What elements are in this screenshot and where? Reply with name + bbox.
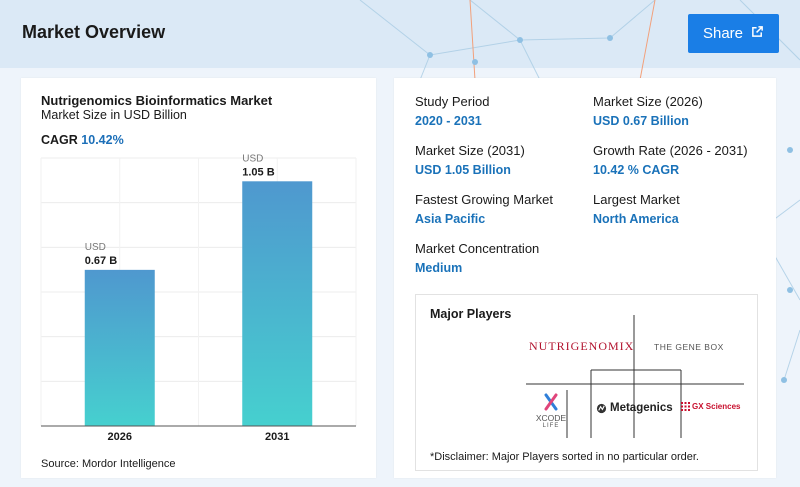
nutrigenomix-logo: NUTRIGENOMIX bbox=[529, 339, 635, 353]
cagr-label-text: CAGR bbox=[41, 133, 78, 147]
stat-market-size-2031: Market Size (2031) USD 1.05 Billion bbox=[415, 143, 590, 177]
major-players-title: Major Players bbox=[430, 307, 512, 321]
bar-2031 bbox=[242, 181, 313, 426]
xcode-logo-subtext: LIFE bbox=[542, 423, 560, 429]
chart-title: Nutrigenomics Bioinformatics Market bbox=[41, 93, 273, 108]
stat-fastest-growing-market: Fastest Growing Market Asia Pacific bbox=[415, 192, 590, 226]
stat-value: Asia Pacific bbox=[415, 212, 486, 226]
stat-study-period: Study Period 2020 - 2031 bbox=[415, 94, 590, 128]
stat-value: North America bbox=[593, 212, 679, 226]
stat-label: Market Size (2031) bbox=[415, 143, 525, 158]
cagr-value: 10.42% bbox=[81, 133, 124, 147]
stat-value: USD 1.05 Billion bbox=[415, 163, 511, 177]
stat-label: Market Concentration bbox=[415, 241, 540, 256]
share-button-label: Share bbox=[702, 25, 744, 42]
bar-unit-label: USD bbox=[85, 242, 106, 253]
stat-value: Medium bbox=[415, 261, 463, 275]
share-button[interactable]: Share bbox=[688, 14, 779, 53]
bar-value-label: 1.05 B bbox=[242, 166, 274, 178]
bar-2026 bbox=[84, 269, 155, 426]
stat-value: USD 0.67 Billion bbox=[593, 114, 689, 128]
gx-logo-text: GX Sciences bbox=[692, 402, 741, 411]
chart-subtitle: Market Size in USD Billion bbox=[41, 108, 187, 122]
the-gene-box-logo: THE GENE BOX bbox=[654, 342, 724, 352]
stat-growth-rate: Growth Rate (2026 - 2031) 10.42 % CAGR bbox=[593, 143, 768, 177]
players-disclaimer: *Disclaimer: Major Players sorted in no … bbox=[430, 451, 699, 463]
cagr-label: CAGR 10.42% bbox=[41, 133, 124, 147]
stat-label: Study Period bbox=[415, 94, 490, 109]
stat-label: Fastest Growing Market bbox=[415, 192, 553, 207]
bar-unit-label: USD bbox=[242, 153, 263, 164]
xcode-logo-text: XCODE bbox=[535, 413, 567, 423]
page-title: Market Overview bbox=[22, 22, 166, 42]
x-tick-label: 2031 bbox=[265, 431, 289, 443]
major-players-box: Major Players NUTRIGENOMIX THE GENE BOX … bbox=[415, 294, 758, 471]
stat-largest-market: Largest Market North America bbox=[593, 192, 768, 226]
players-divider-lines bbox=[526, 315, 744, 438]
stat-label: Market Size (2026) bbox=[593, 94, 703, 109]
stat-market-size-2026: Market Size (2026) USD 0.67 Billion bbox=[593, 94, 768, 128]
bar-value-label: 0.67 B bbox=[85, 255, 117, 267]
stat-label: Largest Market bbox=[593, 192, 680, 207]
gx-mark-icon bbox=[681, 402, 690, 411]
metagenics-mark-icon bbox=[596, 403, 607, 413]
xcode-life-logo: XCODE LIFE bbox=[534, 393, 568, 429]
market-stats-card: Study Period 2020 - 2031 Market Size (20… bbox=[394, 78, 776, 478]
stat-value: 10.42 % CAGR bbox=[593, 163, 680, 177]
metagenics-logo-text: Metagenics bbox=[610, 402, 673, 414]
gx-sciences-logo: GX Sciences bbox=[681, 402, 740, 411]
market-size-chart-card: Nutrigenomics Bioinformatics Market Mark… bbox=[21, 78, 376, 478]
xcode-mark-icon bbox=[544, 393, 558, 411]
metagenics-logo: Metagenics bbox=[596, 402, 673, 414]
header-band bbox=[0, 0, 800, 68]
stat-value: 2020 - 2031 bbox=[415, 114, 482, 128]
stat-label: Growth Rate (2026 - 2031) bbox=[593, 143, 748, 158]
bar-chart: USD 0.67 B 2026 USD 1.05 B 2031 bbox=[40, 153, 357, 443]
external-link-icon bbox=[751, 25, 764, 42]
chart-source: Source: Mordor Intelligence bbox=[41, 458, 176, 470]
stat-market-concentration: Market Concentration Medium bbox=[415, 241, 590, 275]
x-tick-label: 2026 bbox=[108, 431, 132, 443]
